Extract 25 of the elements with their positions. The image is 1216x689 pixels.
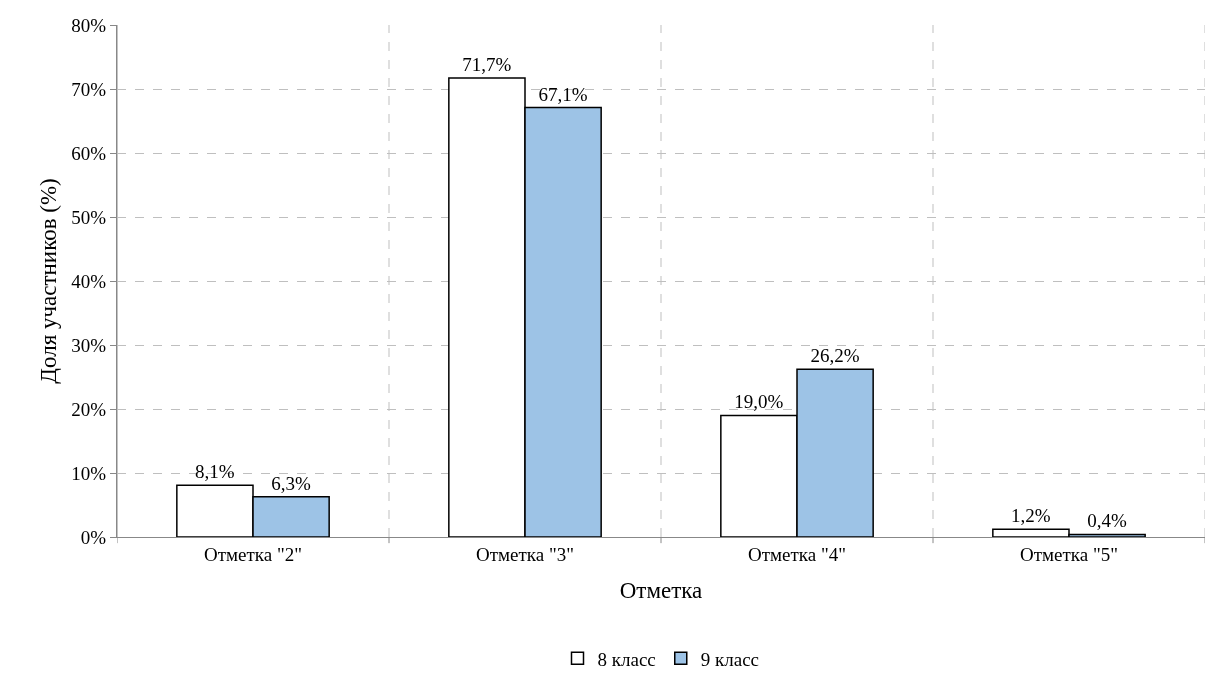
x-tick-label: Отметка "4": [748, 543, 846, 565]
data-label: 8,1%: [195, 461, 235, 483]
legend-label: 8 класс: [597, 648, 656, 670]
x-tick-label: Отметка "3": [476, 543, 574, 565]
legend-label: 9 класс: [700, 648, 760, 670]
data-label: 19,0%: [734, 391, 784, 413]
data-label: 67,1%: [538, 83, 588, 105]
y-tick-label: 50%: [71, 206, 107, 228]
x-tick-label: Отметка "2": [204, 543, 302, 565]
y-tick-label: 0%: [80, 526, 107, 548]
data-label: 1,2%: [1011, 505, 1051, 527]
data-label: 0,4%: [1087, 510, 1127, 532]
y-tick-label: 60%: [71, 142, 107, 164]
y-tick-label: 40%: [71, 270, 107, 292]
y-tick-label: 30%: [71, 334, 107, 356]
y-tick-label: 70%: [71, 78, 107, 100]
y-tick-label: 10%: [71, 462, 107, 484]
data-label: 26,2%: [810, 345, 860, 367]
y-axis-title: Доля участников (%): [35, 178, 61, 384]
x-axis-title: Отметка: [619, 578, 703, 604]
data-label: 71,7%: [462, 54, 512, 76]
y-tick-label: 80%: [71, 14, 107, 36]
x-tick-label: Отметка "5": [1020, 543, 1118, 565]
data-label: 6,3%: [271, 472, 311, 494]
y-tick-label: 20%: [71, 398, 107, 420]
